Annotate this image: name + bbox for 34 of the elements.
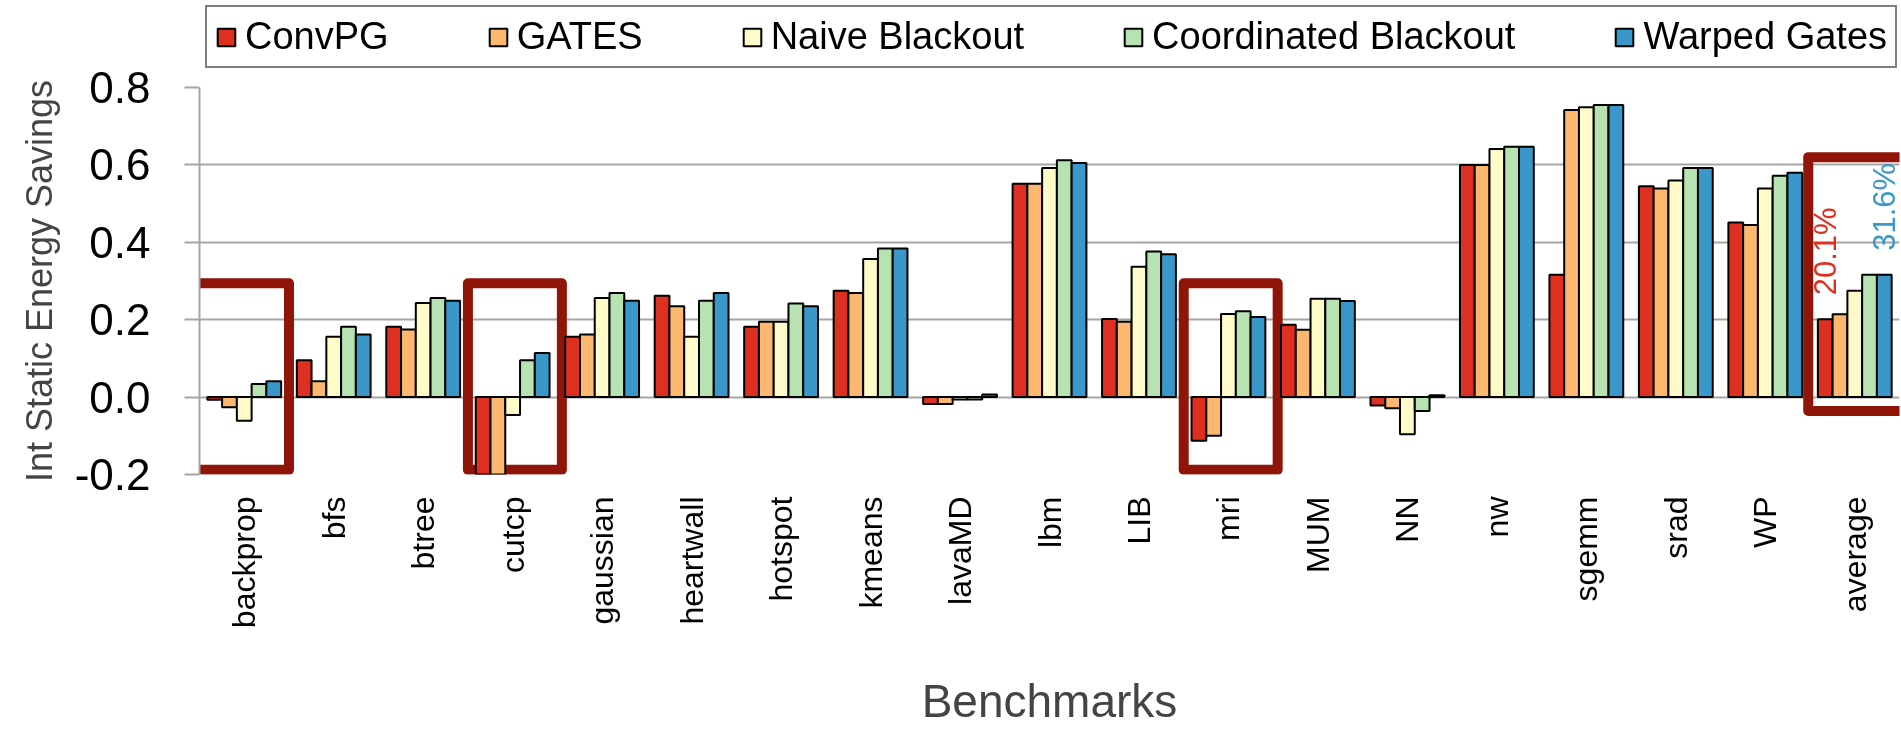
x-tick-label: btree	[405, 496, 442, 570]
data-label: 31.6%	[1866, 162, 1901, 251]
x-tick-label: srad	[1657, 496, 1694, 559]
x-tick-label: hotspot	[763, 496, 800, 602]
y-tick-label: -0.2	[74, 450, 151, 499]
x-tick-label: lbm	[1031, 496, 1068, 549]
x-tick-label: average	[1836, 496, 1873, 613]
y-tick-label: 0.8	[89, 63, 151, 112]
legend-label: ConvPG	[245, 15, 389, 58]
x-tick-label: NN	[1389, 496, 1426, 543]
y-tick-label: 0.6	[89, 140, 151, 190]
x-tick-label: WP	[1747, 496, 1784, 549]
y-tick-label: 0.0	[89, 372, 151, 422]
x-tick-label: backprop	[226, 496, 263, 629]
y-tick-label: 0.2	[89, 295, 151, 345]
x-axis-title: Benchmarks	[921, 675, 1178, 728]
x-tick-label: MUM	[1299, 496, 1336, 573]
x-tick-label: bfs	[315, 496, 352, 540]
x-tick-label: LIB	[1120, 496, 1157, 545]
legend-label: Warped Gates	[1643, 15, 1888, 58]
x-tick-label: heartwall	[673, 496, 710, 625]
x-tick-label: mri	[1210, 496, 1247, 541]
x-tick-label: cutcp	[494, 496, 531, 573]
y-tick-label: 0.4	[89, 217, 151, 267]
y-axis-title: Int Static Energy Savings	[18, 79, 60, 483]
x-tick-label: lavaMD	[942, 496, 979, 605]
x-tick-label: sgemm	[1568, 496, 1605, 602]
legend-label: Naive Blackout	[770, 15, 1025, 58]
x-tick-label: kmeans	[852, 496, 889, 609]
data-label: 20.1%	[1807, 207, 1843, 296]
x-tick-label: nw	[1478, 495, 1515, 538]
legend-label: Coordinated Blackout	[1152, 15, 1516, 58]
x-tick-label: gaussian	[584, 496, 621, 625]
legend-label: GATES	[516, 15, 643, 58]
